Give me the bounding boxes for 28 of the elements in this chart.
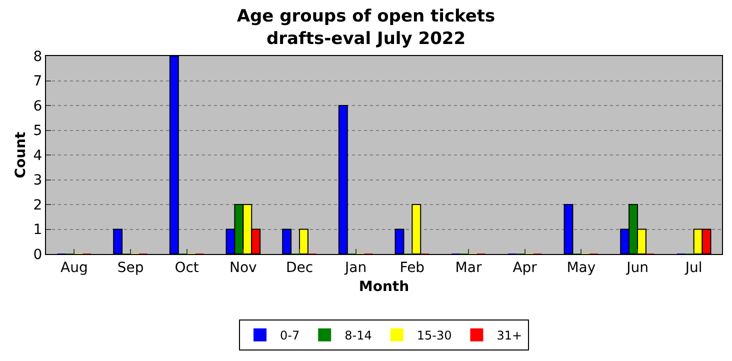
- x-tick-label: Feb: [400, 260, 425, 276]
- x-tick-label: Nov: [230, 260, 257, 276]
- x-axis-title: Month: [358, 279, 410, 296]
- x-tick-label: Sep: [117, 260, 144, 276]
- y-tick-label: 7: [33, 74, 42, 90]
- y-tick-label: 2: [33, 197, 42, 214]
- x-tick-label: Apr: [512, 260, 538, 276]
- x-tick-label: Aug: [60, 260, 88, 276]
- x-tick-label: Dec: [286, 260, 314, 276]
- y-axis-title: Count: [12, 131, 29, 178]
- y-tick-label: 5: [33, 123, 42, 140]
- legend-label: 15-30: [416, 328, 452, 343]
- y-tick-label: 3: [33, 172, 42, 189]
- legend-label: 31+: [496, 328, 522, 343]
- x-tick-label: Jul: [684, 260, 702, 276]
- x-tick-label: Jan: [344, 260, 367, 276]
- x-tick-label: Mar: [455, 260, 482, 276]
- y-tick-label: 8: [33, 48, 42, 65]
- y-tick-label: 1: [33, 222, 42, 238]
- y-tick-label: 0: [33, 246, 42, 263]
- x-tick-label: Jun: [626, 260, 648, 276]
- y-tick-label: 4: [33, 148, 42, 164]
- x-tick-label: May: [566, 260, 596, 276]
- y-tick-label: 6: [33, 98, 42, 114]
- legend-label: 8-14: [344, 328, 372, 343]
- legend-label: 0-7: [280, 328, 300, 343]
- x-tick-label: Oct: [174, 260, 200, 276]
- chart-title: Age groups of open tickets drafts-eval July 2022: [236, 6, 496, 49]
